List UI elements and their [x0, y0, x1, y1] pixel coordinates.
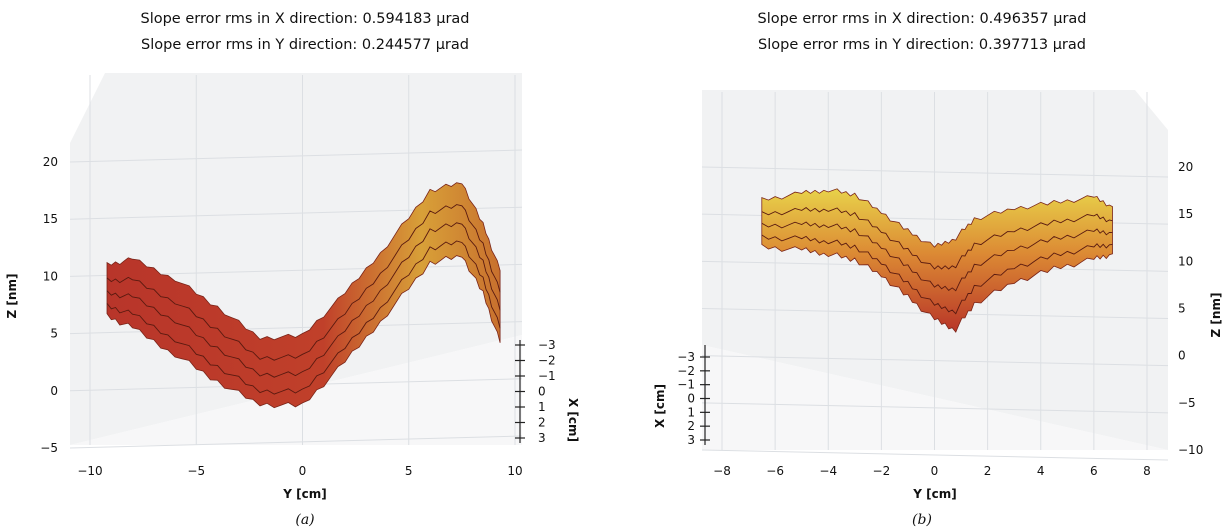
chart-a-x-tick: 0	[299, 464, 307, 478]
chart-b-x-tick: 2	[984, 464, 992, 478]
chart-a-contour-line	[106, 240, 501, 395]
chart-b-x-tick: 4	[1037, 464, 1045, 478]
chart-a-x-tick: 10	[507, 464, 522, 478]
chart-b-xlabel: Y [cm]	[912, 487, 956, 501]
chart-b-hgrid	[701, 402, 1169, 414]
chart-a-surface	[106, 182, 501, 409]
chart-a-depth-tick: 0	[538, 385, 546, 399]
chart-b-contour-line	[761, 234, 1113, 315]
chart-a: Slope error rms in X direction: 0.594183…	[5, 11, 580, 528]
chart-a-z-tick: 0	[50, 384, 58, 398]
chart-b-gridlines	[701, 92, 1169, 461]
chart-a-title-line-2: Slope error rms in Y direction: 0.244577…	[141, 37, 469, 53]
chart-a-z-tick: 15	[43, 212, 58, 226]
chart-b-z-tick: −10	[1178, 443, 1203, 457]
chart-a-depth-tick: 1	[538, 400, 546, 414]
chart-b-hgrid	[701, 166, 1169, 178]
chart-a-z-tick: 5	[50, 327, 58, 341]
chart-b-z-tick: 0	[1178, 349, 1186, 363]
chart-b-depth-tick: 0	[687, 392, 695, 406]
chart-a-depth-tick: −2	[538, 354, 556, 368]
chart-b-contours	[761, 207, 1113, 315]
chart-b-depth-tick: −2	[677, 364, 695, 378]
chart-a-x-tick: −10	[77, 464, 102, 478]
chart-b-title-line-2: Slope error rms in Y direction: 0.397713…	[758, 37, 1086, 53]
chart-a-x-tick: −5	[187, 464, 205, 478]
chart-b-hgrid	[701, 449, 1169, 461]
chart-b-caption: (b)	[912, 512, 932, 528]
chart-b-contour-line	[761, 221, 1113, 292]
chart-b-depth-tick: 2	[687, 419, 695, 433]
chart-a-contours	[106, 204, 501, 395]
chart-a-title-line-1: Slope error rms in X direction: 0.594183…	[140, 11, 469, 27]
chart-a-depth-tick: −3	[538, 338, 556, 352]
chart-b-z-tick: 5	[1178, 302, 1186, 316]
chart-a-z-tick: 10	[43, 269, 58, 283]
chart-b-z-tick: −5	[1178, 396, 1196, 410]
chart-a-xlabel: Y [cm]	[282, 487, 326, 501]
chart-a-caption: (a)	[295, 512, 314, 528]
chart-b-depth-tick: −1	[677, 378, 695, 392]
chart-b-depth-tick: 1	[687, 405, 695, 419]
chart-b-x-tick: 8	[1143, 464, 1151, 478]
chart-b: Slope error rms in X direction: 0.496357…	[653, 11, 1223, 528]
chart-a-ylabel: Z [nm]	[5, 274, 19, 319]
chart-b-x-tick: −8	[713, 464, 731, 478]
chart-b-ylabel: Z [nm]	[1209, 293, 1223, 338]
chart-a-depth-tick: −1	[538, 369, 556, 383]
chart-b-x-tick: −6	[766, 464, 784, 478]
chart-b-z-tick: 10	[1178, 254, 1193, 268]
chart-a-depthlabel: X [cm]	[566, 398, 580, 442]
chart-a-contour-line	[106, 204, 501, 361]
chart-a-z-tick: 20	[43, 155, 58, 169]
chart-a-depth-tick: 3	[538, 431, 546, 445]
chart-b-surface	[761, 188, 1113, 333]
chart-b-x-tick: 0	[931, 464, 939, 478]
chart-b-depth-tick: 3	[687, 433, 695, 447]
chart-b-x-tick: −2	[873, 464, 891, 478]
chart-b-hgrid	[701, 355, 1169, 367]
chart-a-z-tick: −5	[40, 441, 58, 455]
chart-b-z-tick: 20	[1178, 160, 1193, 174]
chart-b-x-tick: −4	[819, 464, 837, 478]
chart-b-title-line-1: Slope error rms in X direction: 0.496357…	[757, 11, 1086, 27]
chart-b-contour-line	[761, 207, 1113, 270]
chart-b-z-tick: 15	[1178, 207, 1193, 221]
chart-a-contour-line	[106, 222, 501, 378]
chart-a-depth-tick: 2	[538, 416, 546, 430]
chart-b-x-tick: 6	[1090, 464, 1098, 478]
chart-a-hgrid	[69, 149, 523, 163]
chart-a-hgrid	[69, 435, 523, 449]
chart-b-depthlabel: X [cm]	[653, 384, 667, 428]
chart-b-depth-tick: −3	[677, 350, 695, 364]
chart-a-x-tick: 5	[405, 464, 413, 478]
